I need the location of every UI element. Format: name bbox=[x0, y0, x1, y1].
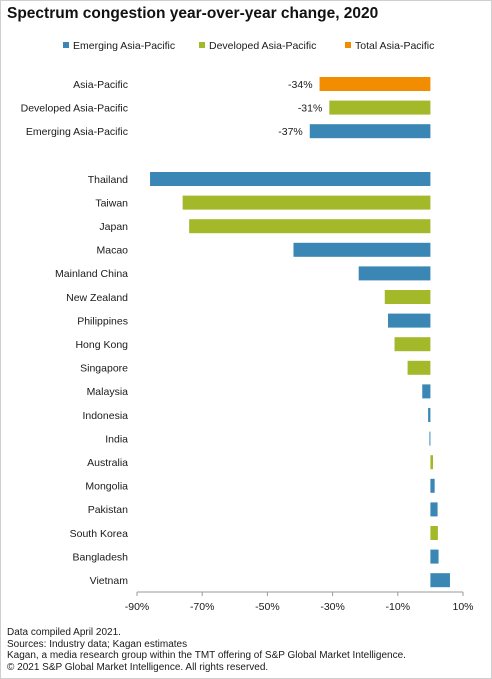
chart-area: Emerging Asia-Pacific Developed Asia-Paci… bbox=[1, 29, 491, 621]
category-label-bangladesh: Bangladesh bbox=[73, 551, 129, 563]
chart-notes: Data compiled April 2021. Sources: Indus… bbox=[7, 627, 487, 673]
bar-emerging-asia-pacific bbox=[309, 124, 431, 139]
category-label-hong-kong: Hong Kong bbox=[75, 339, 128, 351]
category-label-taiwan: Taiwan bbox=[95, 197, 128, 209]
legend-label-total: Total Asia-Pacific bbox=[355, 40, 434, 52]
chart-title: Spectrum congestion year-over-year chang… bbox=[7, 5, 379, 22]
legend-swatch-emerging bbox=[63, 42, 69, 48]
bar-bangladesh bbox=[430, 549, 439, 564]
category-label-thailand: Thailand bbox=[88, 174, 128, 186]
bar-singapore bbox=[407, 360, 431, 375]
bar-asia-pacific bbox=[319, 77, 431, 91]
legend-swatch-total bbox=[345, 42, 351, 48]
bar-mainland-china bbox=[358, 266, 431, 281]
x-tick-label-70: -70% bbox=[190, 601, 215, 613]
bar-australia bbox=[430, 455, 434, 470]
category-label-mainland-china: Mainland China bbox=[55, 268, 128, 280]
x-axis: -90% -70% -50% -30% -10% 10% bbox=[125, 591, 474, 613]
x-tick-label-90: -90% bbox=[125, 601, 150, 613]
bar-malaysia bbox=[422, 384, 431, 399]
category-label-malaysia: Malaysia bbox=[87, 386, 129, 398]
x-tick-label-50: -50% bbox=[255, 601, 280, 613]
category-label-indonesia: Indonesia bbox=[82, 410, 128, 422]
bar-indonesia bbox=[428, 408, 431, 422]
x-tick-label-30: -30% bbox=[320, 601, 345, 613]
bar-thailand bbox=[150, 172, 431, 186]
category-label-macao: Macao bbox=[96, 245, 128, 257]
bar-japan bbox=[189, 219, 431, 234]
category-label-pakistan: Pakistan bbox=[88, 504, 128, 516]
legend-swatch-developed bbox=[199, 42, 205, 48]
category-label-mongolia: Mongolia bbox=[85, 481, 128, 493]
x-tick-label-10: -10% bbox=[386, 601, 411, 613]
bar-india bbox=[429, 431, 431, 446]
category-label-vietnam: Vietnam bbox=[90, 575, 129, 587]
bar-mongolia bbox=[430, 478, 435, 493]
category-label-south-korea: South Korea bbox=[70, 528, 129, 540]
data-label-asia-pacific: -34% bbox=[288, 79, 313, 91]
chart-legend: Emerging Asia-Pacific Developed Asia-Paci… bbox=[63, 40, 434, 52]
category-label-emerging-asia-pacific: Emerging Asia-Pacific bbox=[26, 126, 128, 138]
category-label-singapore: Singapore bbox=[80, 363, 128, 375]
note-sources: Sources: Industry data; Kagan estimates bbox=[7, 638, 188, 650]
category-label-india: India bbox=[105, 433, 128, 445]
bar-hong-kong bbox=[394, 337, 431, 352]
bar-south-korea bbox=[430, 526, 438, 540]
legend-label-emerging: Emerging Asia-Pacific bbox=[73, 40, 175, 52]
note-kagan: Kagan, a media research group within the… bbox=[7, 650, 406, 661]
legend-label-developed: Developed Asia-Pacific bbox=[209, 40, 316, 52]
bar-taiwan bbox=[182, 195, 431, 210]
bars-group: Asia-Pacific -34% Developed Asia-Pacific -3… bbox=[21, 77, 450, 588]
bar-developed-asia-pacific bbox=[329, 100, 431, 115]
category-label-australia: Australia bbox=[87, 457, 128, 469]
bar-new-zealand bbox=[384, 290, 431, 304]
bar-macao bbox=[293, 242, 431, 257]
x-tick-label-10: 10% bbox=[452, 601, 473, 613]
category-label-japan: Japan bbox=[99, 221, 128, 233]
bar-chart: Emerging Asia-Pacific Developed Asia-Paci… bbox=[21, 40, 474, 613]
bar-pakistan bbox=[430, 502, 438, 517]
note-copyright: © 2021 S&P Global Market Intelligence. A… bbox=[7, 661, 269, 673]
category-label-developed-asia-pacific: Developed Asia-Pacific bbox=[21, 102, 128, 114]
data-label-emerging-asia-pacific: -37% bbox=[278, 126, 303, 138]
note-data-compiled: Data compiled April 2021. bbox=[7, 627, 121, 638]
category-label-philippines: Philippines bbox=[77, 315, 128, 327]
category-label-asia-pacific: Asia-Pacific bbox=[73, 79, 128, 91]
category-label-new-zealand: New Zealand bbox=[66, 292, 128, 304]
bar-vietnam bbox=[430, 573, 450, 588]
data-label-developed-asia-pacific: -31% bbox=[298, 102, 323, 114]
bar-philippines bbox=[388, 313, 431, 328]
